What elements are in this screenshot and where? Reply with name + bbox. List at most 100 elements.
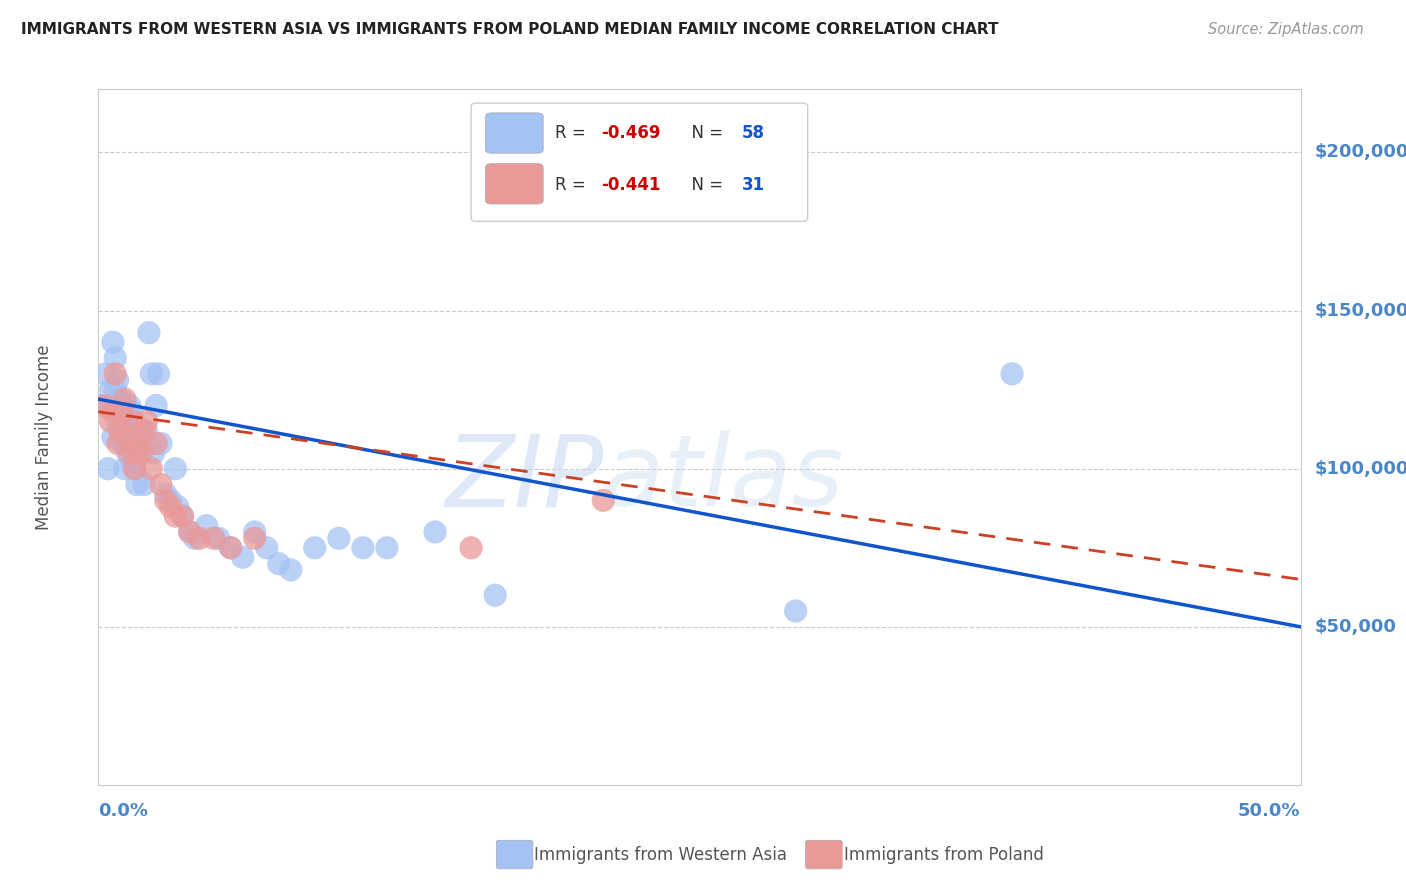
- Point: [179, 524, 201, 539]
- Point: [104, 383, 127, 397]
- Point: [155, 493, 177, 508]
- Point: [188, 531, 211, 545]
- Point: [1001, 367, 1024, 381]
- Text: $100,000: $100,000: [1315, 459, 1406, 478]
- Text: R =: R =: [555, 176, 592, 194]
- Point: [135, 414, 157, 428]
- Point: [121, 414, 143, 428]
- Point: [128, 446, 150, 460]
- Point: [132, 477, 155, 491]
- Text: Source: ZipAtlas.com: Source: ZipAtlas.com: [1208, 22, 1364, 37]
- Point: [125, 446, 148, 460]
- Point: [159, 493, 181, 508]
- Point: [104, 351, 127, 365]
- Point: [172, 509, 194, 524]
- Point: [107, 373, 129, 387]
- Text: ZIP: ZIP: [446, 430, 603, 527]
- Point: [256, 541, 278, 555]
- Text: Immigrants from Western Asia: Immigrants from Western Asia: [534, 846, 787, 863]
- Point: [460, 541, 482, 555]
- Point: [111, 436, 134, 450]
- Text: $150,000: $150,000: [1315, 301, 1406, 319]
- Point: [328, 531, 350, 545]
- Point: [101, 405, 124, 419]
- Point: [114, 392, 136, 406]
- Point: [352, 541, 374, 555]
- Point: [243, 531, 266, 545]
- Text: $50,000: $50,000: [1315, 618, 1396, 636]
- Point: [149, 477, 172, 491]
- Point: [141, 461, 163, 475]
- Point: [592, 493, 614, 508]
- Point: [172, 509, 194, 524]
- Point: [166, 500, 188, 514]
- Point: [108, 392, 131, 406]
- Point: [208, 531, 231, 545]
- Point: [145, 399, 167, 413]
- Point: [101, 335, 124, 350]
- Point: [107, 414, 129, 428]
- Point: [117, 446, 139, 460]
- Point: [100, 383, 122, 397]
- Point: [135, 424, 157, 438]
- Text: N =: N =: [682, 124, 728, 142]
- Point: [90, 399, 112, 413]
- Point: [111, 405, 134, 419]
- Point: [128, 436, 150, 450]
- Point: [179, 524, 201, 539]
- Point: [280, 563, 302, 577]
- Point: [125, 477, 148, 491]
- Point: [104, 367, 127, 381]
- Point: [117, 414, 139, 428]
- Point: [100, 414, 122, 428]
- Text: 0.0%: 0.0%: [98, 802, 149, 820]
- Text: 31: 31: [741, 176, 765, 194]
- FancyBboxPatch shape: [485, 113, 543, 153]
- Text: IMMIGRANTS FROM WESTERN ASIA VS IMMIGRANTS FROM POLAND MEDIAN FAMILY INCOME CORR: IMMIGRANTS FROM WESTERN ASIA VS IMMIGRAN…: [21, 22, 998, 37]
- Point: [785, 604, 807, 618]
- Point: [125, 430, 148, 444]
- Text: N =: N =: [682, 176, 734, 194]
- Point: [149, 436, 172, 450]
- Point: [267, 557, 290, 571]
- Point: [117, 430, 139, 444]
- Point: [108, 424, 131, 438]
- Point: [101, 430, 124, 444]
- Point: [118, 446, 141, 460]
- Point: [202, 531, 225, 545]
- Point: [107, 436, 129, 450]
- Text: -0.441: -0.441: [600, 176, 661, 194]
- Point: [118, 399, 141, 413]
- Point: [148, 367, 170, 381]
- Point: [304, 541, 326, 555]
- Text: 58: 58: [741, 124, 765, 142]
- Point: [423, 524, 446, 539]
- Point: [132, 424, 155, 438]
- Text: $200,000: $200,000: [1315, 144, 1406, 161]
- Point: [124, 461, 146, 475]
- Point: [375, 541, 398, 555]
- Point: [243, 524, 266, 539]
- Point: [484, 588, 506, 602]
- Point: [165, 461, 187, 475]
- Point: [141, 367, 163, 381]
- Point: [114, 405, 136, 419]
- FancyBboxPatch shape: [471, 103, 807, 221]
- Point: [114, 461, 136, 475]
- Point: [195, 518, 218, 533]
- Point: [138, 326, 160, 340]
- Point: [121, 455, 143, 469]
- Text: atlas: atlas: [603, 430, 845, 527]
- Point: [145, 436, 167, 450]
- Point: [159, 500, 181, 514]
- Point: [131, 446, 153, 460]
- Point: [118, 436, 141, 450]
- Text: R =: R =: [555, 124, 592, 142]
- Point: [97, 461, 120, 475]
- Point: [183, 531, 205, 545]
- Text: 50.0%: 50.0%: [1239, 802, 1301, 820]
- Point: [219, 541, 242, 555]
- FancyBboxPatch shape: [485, 163, 543, 204]
- Text: Median Family Income: Median Family Income: [35, 344, 53, 530]
- Point: [124, 414, 146, 428]
